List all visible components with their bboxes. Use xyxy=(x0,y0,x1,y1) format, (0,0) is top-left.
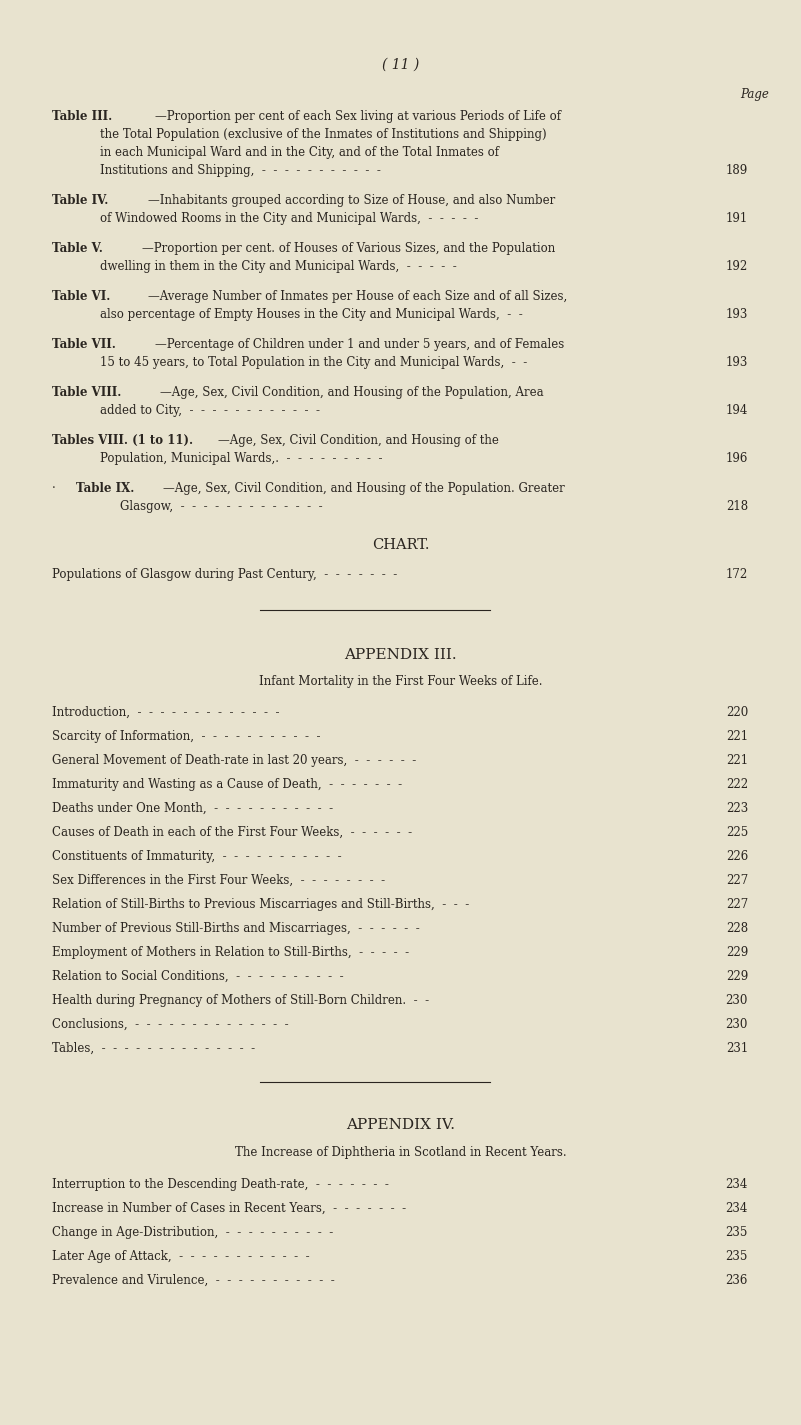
Text: Prevalence and Virulence,  -  -  -  -  -  -  -  -  -  -  -: Prevalence and Virulence, - - - - - - - … xyxy=(52,1274,335,1287)
Text: 230: 230 xyxy=(726,1017,748,1032)
Text: 194: 194 xyxy=(726,405,748,418)
Text: 193: 193 xyxy=(726,308,748,321)
Text: 234: 234 xyxy=(726,1203,748,1216)
Text: —Proportion per cent. of Houses of Various Sizes, and the Population: —Proportion per cent. of Houses of Vario… xyxy=(142,242,555,255)
Text: Infant Mortality in the First Four Weeks of Life.: Infant Mortality in the First Four Weeks… xyxy=(259,675,542,688)
Text: —Age, Sex, Civil Condition, and Housing of the: —Age, Sex, Civil Condition, and Housing … xyxy=(218,435,499,447)
Text: 235: 235 xyxy=(726,1250,748,1263)
Text: 15 to 45 years, to Total Population in the City and Municipal Wards,  -  -: 15 to 45 years, to Total Population in t… xyxy=(100,356,527,369)
Text: Causes of Death in each of the First Four Weeks,  -  -  -  -  -  -: Causes of Death in each of the First Fou… xyxy=(52,826,413,839)
Text: 221: 221 xyxy=(726,754,748,767)
Text: 231: 231 xyxy=(726,1042,748,1054)
Text: 235: 235 xyxy=(726,1226,748,1238)
Text: Later Age of Attack,  -  -  -  -  -  -  -  -  -  -  -  -: Later Age of Attack, - - - - - - - - - -… xyxy=(52,1250,310,1263)
Text: —Proportion per cent of each Sex living at various Periods of Life of: —Proportion per cent of each Sex living … xyxy=(155,110,561,123)
Text: 191: 191 xyxy=(726,212,748,225)
Text: Sex Differences in the First Four Weeks,  -  -  -  -  -  -  -  -: Sex Differences in the First Four Weeks,… xyxy=(52,874,385,886)
Text: Table VIII.: Table VIII. xyxy=(52,386,122,399)
Text: CHART.: CHART. xyxy=(372,539,429,551)
Text: 229: 229 xyxy=(726,970,748,983)
Text: in each Municipal Ward and in the City, and of the Total Inmates of: in each Municipal Ward and in the City, … xyxy=(100,145,499,160)
Text: —Inhabitants grouped according to Size of House, and also Number: —Inhabitants grouped according to Size o… xyxy=(148,194,555,207)
Text: Interruption to the Descending Death-rate,  -  -  -  -  -  -  -: Interruption to the Descending Death-rat… xyxy=(52,1178,388,1191)
Text: Number of Previous Still-Births and Miscarriages,  -  -  -  -  -  -: Number of Previous Still-Births and Misc… xyxy=(52,922,420,935)
Text: also percentage of Empty Houses in the City and Municipal Wards,  -  -: also percentage of Empty Houses in the C… xyxy=(100,308,523,321)
Text: Tables,  -  -  -  -  -  -  -  -  -  -  -  -  -  -: Tables, - - - - - - - - - - - - - - xyxy=(52,1042,256,1054)
Text: 220: 220 xyxy=(726,705,748,720)
Text: Constituents of Immaturity,  -  -  -  -  -  -  -  -  -  -  -: Constituents of Immaturity, - - - - - - … xyxy=(52,849,341,864)
Text: APPENDIX III.: APPENDIX III. xyxy=(344,648,457,663)
Text: of Windowed Rooms in the City and Municipal Wards,  -  -  -  -  -: of Windowed Rooms in the City and Munici… xyxy=(100,212,478,225)
Text: Deaths under One Month,  -  -  -  -  -  -  -  -  -  -  -: Deaths under One Month, - - - - - - - - … xyxy=(52,802,333,815)
Text: Employment of Mothers in Relation to Still-Births,  -  -  -  -  -: Employment of Mothers in Relation to Sti… xyxy=(52,946,409,959)
Text: 193: 193 xyxy=(726,356,748,369)
Text: Table III.: Table III. xyxy=(52,110,112,123)
Text: —Age, Sex, Civil Condition, and Housing of the Population, Area: —Age, Sex, Civil Condition, and Housing … xyxy=(160,386,544,399)
Text: —Average Number of Inmates per House of each Size and of all Sizes,: —Average Number of Inmates per House of … xyxy=(148,291,567,304)
Text: added to City,  -  -  -  -  -  -  -  -  -  -  -  -: added to City, - - - - - - - - - - - - xyxy=(100,405,320,418)
Text: Relation to Social Conditions,  -  -  -  -  -  -  -  -  -  -: Relation to Social Conditions, - - - - -… xyxy=(52,970,344,983)
Text: 226: 226 xyxy=(726,849,748,864)
Text: 196: 196 xyxy=(726,452,748,465)
Text: Table IV.: Table IV. xyxy=(52,194,108,207)
Text: Table IX.: Table IX. xyxy=(76,482,135,494)
Text: The Increase of Diphtheria in Scotland in Recent Years.: The Increase of Diphtheria in Scotland i… xyxy=(235,1146,566,1159)
Text: 234: 234 xyxy=(726,1178,748,1191)
Text: 236: 236 xyxy=(726,1274,748,1287)
Text: the Total Population (exclusive of the Inmates of Institutions and Shipping): the Total Population (exclusive of the I… xyxy=(100,128,546,141)
Text: 223: 223 xyxy=(726,802,748,815)
Text: 189: 189 xyxy=(726,164,748,177)
Text: 227: 227 xyxy=(726,898,748,911)
Text: Immaturity and Wasting as a Cause of Death,  -  -  -  -  -  -  -: Immaturity and Wasting as a Cause of Dea… xyxy=(52,778,402,791)
Text: 218: 218 xyxy=(726,500,748,513)
Text: 227: 227 xyxy=(726,874,748,886)
Text: General Movement of Death-rate in last 20 years,  -  -  -  -  -  -: General Movement of Death-rate in last 2… xyxy=(52,754,417,767)
Text: 192: 192 xyxy=(726,259,748,274)
Text: Conclusions,  -  -  -  -  -  -  -  -  -  -  -  -  -  -: Conclusions, - - - - - - - - - - - - - - xyxy=(52,1017,288,1032)
Text: 221: 221 xyxy=(726,730,748,742)
Text: 229: 229 xyxy=(726,946,748,959)
Text: Institutions and Shipping,  -  -  -  -  -  -  -  -  -  -  -: Institutions and Shipping, - - - - - - -… xyxy=(100,164,380,177)
Text: Tables VIII. (1 to 11).: Tables VIII. (1 to 11). xyxy=(52,435,193,447)
Text: 172: 172 xyxy=(726,569,748,581)
Text: 228: 228 xyxy=(726,922,748,935)
Text: Scarcity of Information,  -  -  -  -  -  -  -  -  -  -  -: Scarcity of Information, - - - - - - - -… xyxy=(52,730,320,742)
Text: Table VII.: Table VII. xyxy=(52,338,116,351)
Text: Change in Age-Distribution,  -  -  -  -  -  -  -  -  -  -: Change in Age-Distribution, - - - - - - … xyxy=(52,1226,333,1238)
Text: Relation of Still-Births to Previous Miscarriages and Still-Births,  -  -  -: Relation of Still-Births to Previous Mis… xyxy=(52,898,469,911)
Text: APPENDIX IV.: APPENDIX IV. xyxy=(346,1119,455,1131)
Text: Glasgow,  -  -  -  -  -  -  -  -  -  -  -  -  -: Glasgow, - - - - - - - - - - - - - xyxy=(120,500,323,513)
Text: Table VI.: Table VI. xyxy=(52,291,111,304)
Text: 225: 225 xyxy=(726,826,748,839)
Text: Introduction,  -  -  -  -  -  -  -  -  -  -  -  -  -: Introduction, - - - - - - - - - - - - - xyxy=(52,705,280,720)
Text: 222: 222 xyxy=(726,778,748,791)
Text: Population, Municipal Wards,.  -  -  -  -  -  -  -  -  -: Population, Municipal Wards,. - - - - - … xyxy=(100,452,383,465)
Text: 230: 230 xyxy=(726,995,748,1007)
Text: Populations of Glasgow during Past Century,  -  -  -  -  -  -  -: Populations of Glasgow during Past Centu… xyxy=(52,569,397,581)
Text: —Percentage of Children under 1 and under 5 years, and of Females: —Percentage of Children under 1 and unde… xyxy=(155,338,564,351)
Text: —Age, Sex, Civil Condition, and Housing of the Population. Greater: —Age, Sex, Civil Condition, and Housing … xyxy=(163,482,565,494)
Text: Page: Page xyxy=(740,88,769,101)
Text: ( 11 ): ( 11 ) xyxy=(382,58,419,73)
Text: Table V.: Table V. xyxy=(52,242,103,255)
Text: ·: · xyxy=(52,482,56,494)
Text: Increase in Number of Cases in Recent Years,  -  -  -  -  -  -  -: Increase in Number of Cases in Recent Ye… xyxy=(52,1203,406,1216)
Text: dwelling in them in the City and Municipal Wards,  -  -  -  -  -: dwelling in them in the City and Municip… xyxy=(100,259,457,274)
Text: Health during Pregnancy of Mothers of Still-Born Children.  -  -: Health during Pregnancy of Mothers of St… xyxy=(52,995,429,1007)
